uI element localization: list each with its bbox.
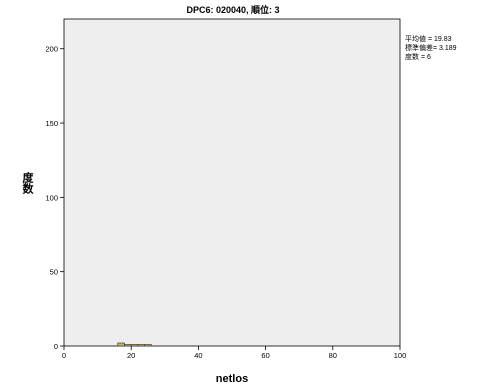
x-tick-label: 40	[194, 351, 202, 360]
chart-title: DPC6: 020040, 順位: 3	[186, 4, 279, 15]
bars-group	[117, 342, 152, 347]
y-tick-label: 200	[45, 45, 58, 54]
stat-mean: 平均値 = 19.83	[405, 34, 452, 43]
stat-n: 度数 = 6	[405, 52, 431, 61]
x-tick-label: 60	[261, 351, 269, 360]
x-tick-label: 20	[127, 351, 135, 360]
x-axis-label: netlos	[216, 373, 248, 385]
x-axis: 0 20 40 60 80 100	[62, 346, 406, 360]
y-axis-label: 度数	[21, 171, 34, 195]
histogram-bar	[137, 344, 145, 347]
histogram-bar	[124, 344, 132, 347]
y-tick-label: 150	[45, 119, 58, 128]
y-tick-label: 50	[50, 268, 58, 277]
histogram-bar	[130, 344, 139, 347]
plot-area	[63, 18, 401, 347]
x-tick-label: 80	[329, 351, 337, 360]
x-tick-label: 100	[394, 351, 407, 360]
y-tick-label: 100	[45, 193, 58, 202]
stats-box: 平均値 = 19.83 標準偏差= 3.189 度数 = 6	[405, 34, 457, 61]
x-tick-label: 0	[62, 351, 66, 360]
y-tick-label: 0	[54, 342, 58, 351]
histogram-bar	[117, 342, 125, 347]
histogram-bar	[144, 344, 152, 347]
stat-sd: 標準偏差= 3.189	[405, 43, 457, 52]
y-axis: 0 50 100 150 200	[45, 45, 64, 351]
